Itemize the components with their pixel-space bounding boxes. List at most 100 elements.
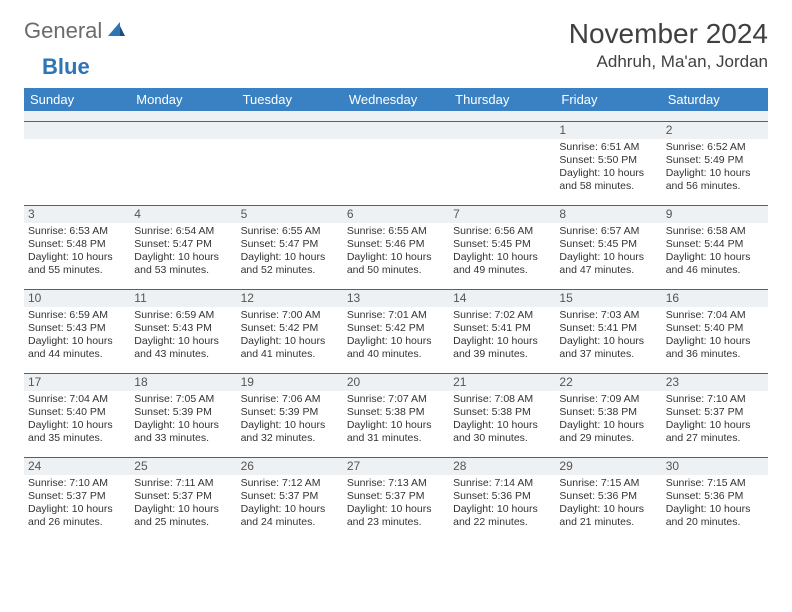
- daylight-line: Daylight: 10 hours and 25 minutes.: [134, 503, 232, 529]
- sunset-line: Sunset: 5:36 PM: [666, 490, 764, 503]
- sunrise-line: Sunrise: 7:14 AM: [453, 477, 551, 490]
- sunrise-line: Sunrise: 7:06 AM: [241, 393, 339, 406]
- daylight-line: Daylight: 10 hours and 31 minutes.: [347, 419, 445, 445]
- sunrise-line: Sunrise: 6:53 AM: [28, 225, 126, 238]
- day-number: 3: [24, 206, 130, 223]
- sunset-line: Sunset: 5:39 PM: [241, 406, 339, 419]
- weekday-header: Thursday: [449, 88, 555, 111]
- calendar-head: SundayMondayTuesdayWednesdayThursdayFrid…: [24, 88, 768, 111]
- sunset-line: Sunset: 5:40 PM: [28, 406, 126, 419]
- month-title: November 2024: [569, 18, 768, 50]
- day-cell: 20Sunrise: 7:07 AMSunset: 5:38 PMDayligh…: [343, 373, 449, 457]
- daylight-line: Daylight: 10 hours and 43 minutes.: [134, 335, 232, 361]
- day-number-empty: [237, 122, 343, 139]
- day-cell: 17 Sunrise: 7:04 AMSunset: 5:40 PMDayligh…: [24, 373, 130, 457]
- day-cell: 13Sunrise: 7:01 AMSunset: 5:42 PMDayligh…: [343, 289, 449, 373]
- logo: General: [24, 18, 128, 44]
- sunset-line: Sunset: 5:38 PM: [453, 406, 551, 419]
- day-number: 11: [130, 290, 236, 307]
- sunrise-line: Sunrise: 7:15 AM: [666, 477, 764, 490]
- weekday-header: Friday: [555, 88, 661, 111]
- day-cell: 11Sunrise: 6:59 AMSunset: 5:43 PMDayligh…: [130, 289, 236, 373]
- sunrise-line: Sunrise: 6:55 AM: [241, 225, 339, 238]
- day-cell: 29Sunrise: 7:15 AMSunset: 5:36 PMDayligh…: [555, 457, 661, 541]
- day-number-empty: [24, 122, 130, 139]
- day-number: 17: [24, 374, 130, 391]
- sunset-line: Sunset: 5:37 PM: [666, 406, 764, 419]
- day-number: 21: [449, 374, 555, 391]
- sunset-line: Sunset: 5:38 PM: [347, 406, 445, 419]
- sunrise-line: Sunrise: 7:05 AM: [134, 393, 232, 406]
- sunrise-line: Sunrise: 7:13 AM: [347, 477, 445, 490]
- daylight-line: Daylight: 10 hours and 35 minutes.: [28, 419, 126, 445]
- day-number: 27: [343, 458, 449, 475]
- sunrise-line: Sunrise: 6:52 AM: [666, 141, 764, 154]
- sunrise-line: Sunrise: 6:59 AM: [28, 309, 126, 322]
- daylight-line: Daylight: 10 hours and 53 minutes.: [134, 251, 232, 277]
- daylight-line: Daylight: 10 hours and 24 minutes.: [241, 503, 339, 529]
- spacer-cell: [449, 111, 555, 121]
- day-number: 18: [130, 374, 236, 391]
- sunrise-line: Sunrise: 7:08 AM: [453, 393, 551, 406]
- spacer-cell: [237, 111, 343, 121]
- sunrise-line: Sunrise: 6:54 AM: [134, 225, 232, 238]
- daylight-line: Daylight: 10 hours and 23 minutes.: [347, 503, 445, 529]
- sunset-line: Sunset: 5:41 PM: [559, 322, 657, 335]
- day-cell: [343, 121, 449, 205]
- spacer-cell: [24, 111, 130, 121]
- weekday-header: Tuesday: [237, 88, 343, 111]
- daylight-line: Daylight: 10 hours and 30 minutes.: [453, 419, 551, 445]
- sunset-line: Sunset: 5:37 PM: [241, 490, 339, 503]
- day-cell: 26Sunrise: 7:12 AMSunset: 5:37 PMDayligh…: [237, 457, 343, 541]
- day-cell: 22Sunrise: 7:09 AMSunset: 5:38 PMDayligh…: [555, 373, 661, 457]
- sail-icon: [106, 20, 126, 43]
- sunset-line: Sunset: 5:46 PM: [347, 238, 445, 251]
- sunset-line: Sunset: 5:43 PM: [28, 322, 126, 335]
- daylight-line: Daylight: 10 hours and 44 minutes.: [28, 335, 126, 361]
- day-number: 24: [24, 458, 130, 475]
- day-number: 19: [237, 374, 343, 391]
- sunset-line: Sunset: 5:37 PM: [134, 490, 232, 503]
- daylight-line: Daylight: 10 hours and 20 minutes.: [666, 503, 764, 529]
- sunrise-line: Sunrise: 7:15 AM: [559, 477, 657, 490]
- sunrise-line: Sunrise: 7:04 AM: [28, 393, 126, 406]
- daylight-line: Daylight: 10 hours and 37 minutes.: [559, 335, 657, 361]
- sunset-line: Sunset: 5:37 PM: [28, 490, 126, 503]
- sunrise-line: Sunrise: 7:10 AM: [28, 477, 126, 490]
- day-number: 4: [130, 206, 236, 223]
- day-number-empty: [449, 122, 555, 139]
- daylight-line: Daylight: 10 hours and 39 minutes.: [453, 335, 551, 361]
- day-cell: 23Sunrise: 7:10 AMSunset: 5:37 PMDayligh…: [662, 373, 768, 457]
- daylight-line: Daylight: 10 hours and 21 minutes.: [559, 503, 657, 529]
- day-cell: 9Sunrise: 6:58 AMSunset: 5:44 PMDaylight…: [662, 205, 768, 289]
- day-number: 7: [449, 206, 555, 223]
- title-block: November 2024 Adhruh, Ma'an, Jordan: [569, 18, 768, 72]
- daylight-line: Daylight: 10 hours and 22 minutes.: [453, 503, 551, 529]
- sunset-line: Sunset: 5:37 PM: [347, 490, 445, 503]
- sunset-line: Sunset: 5:42 PM: [241, 322, 339, 335]
- weekday-header: Wednesday: [343, 88, 449, 111]
- day-cell: 18Sunrise: 7:05 AMSunset: 5:39 PMDayligh…: [130, 373, 236, 457]
- sunset-line: Sunset: 5:40 PM: [666, 322, 764, 335]
- day-cell: 15Sunrise: 7:03 AMSunset: 5:41 PMDayligh…: [555, 289, 661, 373]
- daylight-line: Daylight: 10 hours and 33 minutes.: [134, 419, 232, 445]
- sunrise-line: Sunrise: 6:58 AM: [666, 225, 764, 238]
- weekday-header: Sunday: [24, 88, 130, 111]
- day-number: 15: [555, 290, 661, 307]
- day-number: 26: [237, 458, 343, 475]
- daylight-line: Daylight: 10 hours and 55 minutes.: [28, 251, 126, 277]
- day-cell: 21 Sunrise: 7:08 AMSunset: 5:38 PMDayligh…: [449, 373, 555, 457]
- sunrise-line: Sunrise: 6:57 AM: [559, 225, 657, 238]
- sunset-line: Sunset: 5:48 PM: [28, 238, 126, 251]
- daylight-line: Daylight: 10 hours and 52 minutes.: [241, 251, 339, 277]
- day-cell: 8Sunrise: 6:57 AMSunset: 5:45 PMDaylight…: [555, 205, 661, 289]
- sunrise-line: Sunrise: 7:11 AM: [134, 477, 232, 490]
- day-number-empty: [343, 122, 449, 139]
- day-number: 1: [555, 122, 661, 139]
- day-cell: 2Sunrise: 6:52 AMSunset: 5:49 PMDaylight…: [662, 121, 768, 205]
- calendar-body: 1Sunrise: 6:51 AMSunset: 5:50 PMDaylight…: [24, 111, 768, 541]
- calendar-table: SundayMondayTuesdayWednesdayThursdayFrid…: [24, 88, 768, 541]
- day-number: 13: [343, 290, 449, 307]
- sunrise-line: Sunrise: 6:51 AM: [559, 141, 657, 154]
- daylight-line: Daylight: 10 hours and 41 minutes.: [241, 335, 339, 361]
